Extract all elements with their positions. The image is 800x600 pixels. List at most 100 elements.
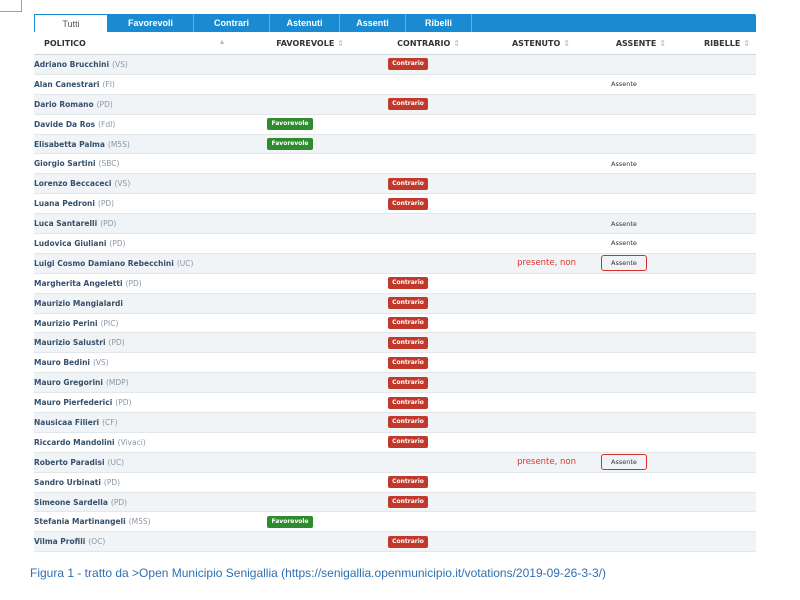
favorevole-cell — [230, 392, 350, 414]
astenuto-cell — [466, 54, 576, 75]
party-label: (PD) — [97, 199, 115, 209]
politician-name-link[interactable]: Luigi Cosmo Damiano Rebecchini — [34, 258, 174, 268]
assente-cell — [576, 173, 672, 195]
politician-name-link[interactable]: Ludovica Giuliani — [34, 238, 107, 248]
column-header-favorevole[interactable]: FAVOREVOLE ⇕ — [230, 32, 350, 55]
politician-name-link[interactable]: Davide Da Ros — [34, 119, 96, 129]
corner-frame — [0, 0, 22, 12]
tab-tutti[interactable]: Tutti — [34, 14, 108, 32]
politician-cell: Lorenzo Beccaceci (VS) — [34, 173, 230, 195]
astenuto-cell — [466, 313, 576, 334]
sort-icon[interactable]: ⇕ — [337, 38, 344, 48]
politician-name-link[interactable]: Giorgio Sartini — [34, 159, 96, 169]
astenuto-cell — [466, 352, 576, 374]
favorevole-cell — [230, 313, 350, 334]
assente-cell: Assente — [576, 153, 672, 175]
ribelle-cell — [672, 432, 756, 453]
table-row: Mauro Bedini (VS) Contrario — [34, 352, 756, 374]
ribelle-cell — [672, 233, 756, 254]
politician-name-link[interactable]: Mauro Pierfederici — [34, 398, 113, 408]
tab-contrari[interactable]: Contrari — [194, 14, 270, 32]
table-row: Margherita Angeletti (PD) Contrario — [34, 273, 756, 294]
sort-icon[interactable]: ⇕ — [563, 38, 570, 48]
party-label: (PD) — [100, 219, 117, 229]
politician-name-link[interactable]: Dario Romano — [34, 99, 94, 109]
ribelle-cell — [672, 94, 756, 115]
table-row: Simeone Sardella (PD) Contrario — [34, 492, 756, 513]
party-label: (M5S) — [107, 139, 130, 149]
contrario-cell: Contrario — [350, 94, 466, 115]
favorevole-cell — [230, 372, 350, 394]
politician-name-link[interactable]: Alan Canestrari — [34, 79, 100, 89]
table-row: Stefania Martinangeli (M5S) Favorevole — [34, 511, 756, 533]
politician-name-link[interactable]: Maurizio Mangialardi — [34, 298, 123, 308]
politician-name-link[interactable]: Adriano Brucchini — [34, 59, 110, 69]
ribelle-cell — [672, 173, 756, 195]
politician-name-link[interactable]: Maurizio Salustri — [34, 338, 106, 348]
party-label: (UC) — [176, 258, 194, 268]
assente-cell: Assente — [576, 253, 672, 274]
contrario-cell — [350, 233, 466, 254]
assente-cell: Assente — [576, 74, 672, 95]
ribelle-cell — [672, 392, 756, 414]
favorevole-cell — [230, 54, 350, 75]
ribelle-cell — [672, 74, 756, 95]
party-label: (PD) — [108, 338, 125, 348]
politician-name-link[interactable]: Maurizio Perini — [34, 318, 98, 328]
contrario-cell — [350, 452, 466, 473]
column-header-politico[interactable]: POLITICO ▴ — [34, 32, 230, 55]
contrario-badge: Contrario — [388, 436, 428, 449]
table-row: Maurizio Salustri (PD) Contrario — [34, 332, 756, 354]
astenuto-cell — [466, 293, 576, 314]
contrario-cell: Contrario — [350, 372, 466, 394]
politician-name-link[interactable]: Luana Pedroni — [34, 199, 95, 209]
tab-assenti[interactable]: Assenti — [340, 14, 406, 32]
politician-cell: Luana Pedroni (PD) — [34, 193, 230, 215]
table-row: Dario Romano (PD) Contrario — [34, 94, 756, 115]
contrario-cell — [350, 153, 466, 175]
politician-name-link[interactable]: Vilma Profili — [34, 537, 86, 547]
politician-name-link[interactable]: Roberto Paradisi — [34, 457, 105, 467]
sort-icon[interactable]: ⇕ — [659, 38, 666, 48]
contrario-cell: Contrario — [350, 531, 466, 553]
column-header-assente[interactable]: ASSENTE ⇕ — [576, 32, 672, 55]
politician-name-link[interactable]: Mauro Bedini — [34, 358, 90, 368]
politician-name-link[interactable]: Nausicaa Filieri — [34, 417, 100, 427]
ribelle-cell — [672, 114, 756, 135]
column-header-astenuto[interactable]: ASTENUTO ⇕ — [466, 32, 576, 55]
contrario-badge: Contrario — [388, 496, 428, 509]
politician-name-link[interactable]: Stefania Martinangeli — [34, 517, 126, 527]
astenuto-cell — [466, 432, 576, 453]
assente-cell — [576, 412, 672, 433]
votation-panel: Tutti Favorevoli Contrari Astenuti Assen… — [34, 14, 756, 553]
column-header-ribelle[interactable]: RIBELLE ⇕ — [672, 32, 756, 55]
astenuto-cell — [466, 153, 576, 175]
favorevole-cell — [230, 173, 350, 195]
sort-icon[interactable]: ⇕ — [743, 38, 750, 48]
ribelle-cell — [672, 153, 756, 175]
contrario-badge: Contrario — [388, 416, 428, 429]
assente-cell: Assente — [576, 213, 672, 235]
tab-ribelli[interactable]: Ribelli — [406, 14, 472, 32]
ribelle-cell — [672, 213, 756, 235]
politician-name-link[interactable]: Margherita Angeletti — [34, 278, 123, 288]
column-header-contrario[interactable]: CONTRARIO ⇕ — [350, 32, 466, 55]
politician-name-link[interactable]: Mauro Gregorini — [34, 378, 103, 388]
sort-icon[interactable]: ⇕ — [453, 38, 460, 48]
favorevole-cell — [230, 492, 350, 513]
astenuto-cell — [466, 332, 576, 354]
politician-name-link[interactable]: Elisabetta Palma — [34, 139, 105, 149]
assente-label: Assente — [611, 239, 637, 248]
tab-favorevoli[interactable]: Favorevoli — [108, 14, 194, 32]
contrario-cell: Contrario — [350, 193, 466, 215]
sort-asc-icon[interactable]: ▴ — [219, 37, 224, 46]
politician-name-link[interactable]: Simeone Sardella — [34, 497, 108, 507]
tab-astenuti[interactable]: Astenuti — [270, 14, 340, 32]
politician-cell: Maurizio Perini (PIC) — [34, 313, 230, 334]
politician-name-link[interactable]: Riccardo Mandolini — [34, 437, 115, 447]
politician-name-link[interactable]: Luca Santarelli — [34, 219, 98, 229]
astenuto-cell — [466, 492, 576, 513]
politician-name-link[interactable]: Sandro Urbinati — [34, 477, 101, 487]
politician-name-link[interactable]: Lorenzo Beccaceci — [34, 179, 112, 189]
favorevole-badge: Favorevole — [267, 515, 313, 528]
